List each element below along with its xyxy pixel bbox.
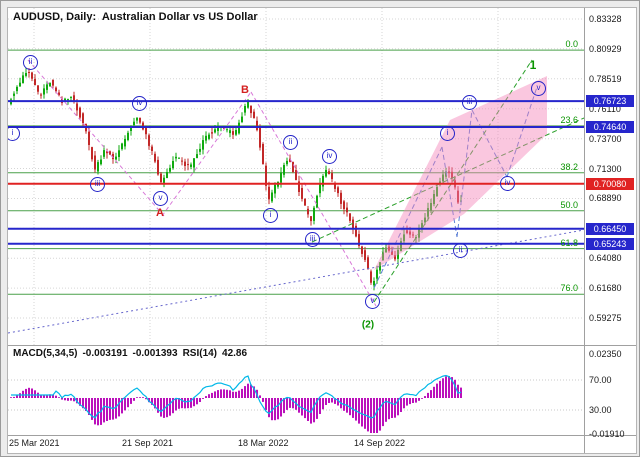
chart-title: AUDUSD, Daily: Australian Dollar vs US D… [13, 11, 258, 23]
wave-label[interactable]: ii [453, 243, 468, 258]
price-tick-label: 0.73700 [589, 134, 622, 144]
fib-level-label: 38.2 [560, 162, 578, 172]
rsi-line [11, 374, 462, 419]
wave-label[interactable]: A [156, 207, 164, 219]
wave-projection-area[interactable] [374, 76, 547, 270]
wave-label[interactable]: iv [132, 96, 147, 111]
wave-label[interactable]: iv [322, 149, 337, 164]
date-label: 21 Sep 2021 [122, 438, 174, 448]
indicator-axis-label: 70.00 [589, 375, 612, 385]
chart-canvas[interactable]: AUDUSD, Daily: Australian Dollar vs US D… [7, 7, 637, 454]
wave-label[interactable]: iii [462, 95, 477, 110]
wave-label[interactable]: iv [500, 176, 515, 191]
indicator-axis-label: 30.00 [589, 405, 612, 415]
fib-level-label: 61.8 [560, 238, 578, 248]
indicator-axis-label: 0.02350 [589, 349, 622, 359]
chart-svg[interactable] [8, 8, 636, 453]
fib-level-label: 23.6 [560, 115, 578, 125]
candlestick-series [10, 68, 462, 291]
rsi-value: 42.86 [222, 348, 248, 359]
fibonacci-lines[interactable] [8, 49, 584, 295]
wave-label[interactable]: i [8, 126, 20, 141]
wave-label[interactable]: (2) [361, 319, 375, 331]
price-tick-label: 0.61680 [589, 283, 622, 293]
wave-label[interactable]: B [241, 84, 249, 96]
wave-label[interactable]: ii [283, 135, 298, 150]
panel-separators [8, 8, 636, 453]
price-level-badge: 0.74640 [586, 121, 634, 133]
macd-value: -0.003191 [82, 348, 128, 359]
price-tick-label: 0.78519 [589, 74, 622, 84]
price-tick-label: 0.83328 [589, 14, 622, 24]
fib-level-label: 50.0 [560, 200, 578, 210]
wave-label[interactable]: iii [305, 232, 320, 247]
price-level-badge: 0.76723 [586, 95, 634, 107]
date-label: 14 Sep 2022 [354, 438, 406, 448]
price-level-badge: 0.70080 [586, 178, 634, 190]
wave-label[interactable]: v [531, 81, 546, 96]
wave-label[interactable]: i [440, 126, 455, 141]
date-label: 25 Mar 2021 [9, 438, 60, 448]
fib-level-label: 0.0 [565, 39, 578, 49]
rsi-label: RSI(14) [182, 348, 218, 359]
indicator-axis-label: -0.01910 [589, 429, 625, 439]
wave-label[interactable]: v [365, 294, 380, 309]
fib-level-label: 76.0 [560, 283, 578, 293]
wave-label[interactable]: i [263, 208, 278, 223]
wave-label[interactable]: ii [23, 55, 38, 70]
price-tick-label: 0.59275 [589, 313, 622, 323]
price-tick-label: 0.76110 [589, 104, 621, 114]
price-tick-label: 0.64080 [589, 253, 622, 263]
macd-label: MACD(5,34,5) [13, 348, 78, 359]
price-tick-label: 0.80929 [589, 44, 622, 54]
wave-label[interactable]: 1 [529, 58, 537, 72]
indicator-header: MACD(5,34,5) -0.003191 -0.001393 RSI(14) 42.… [13, 348, 252, 359]
date-label: 18 Mar 2022 [238, 438, 289, 448]
wave-label[interactable]: iii [90, 177, 105, 192]
macd-signal-value: -0.001393 [132, 348, 178, 359]
price-level-badge: 0.66450 [586, 223, 634, 235]
price-level-badge: 0.65243 [586, 238, 634, 250]
price-tick-label: 0.68890 [589, 193, 622, 203]
wave-label[interactable]: v [153, 191, 168, 206]
price-tick-label: 0.71300 [589, 164, 622, 174]
